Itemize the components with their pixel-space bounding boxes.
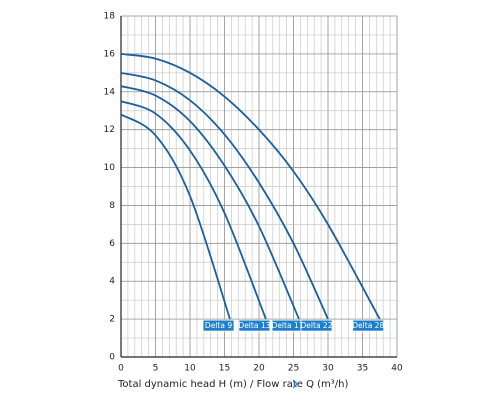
- series-label-box: [300, 319, 333, 332]
- curve: [120, 113, 231, 320]
- curve: [120, 100, 267, 320]
- series-label: Delta 28: [352, 321, 384, 330]
- series-label-box: [202, 319, 235, 332]
- x-tick-label: 35: [357, 364, 368, 374]
- y-tick-label: 12: [104, 125, 115, 135]
- y-tick-label: 14: [104, 87, 116, 97]
- chevron-icon: [292, 379, 298, 389]
- series-label: Delta 22: [301, 321, 333, 330]
- curve: [120, 85, 300, 320]
- series-label: Delta 9: [205, 321, 232, 330]
- x-tick-label: 0: [118, 364, 124, 374]
- curve: [120, 71, 329, 320]
- x-tick-label: 20: [253, 364, 265, 374]
- y-tick-label: 0: [109, 353, 115, 363]
- y-tick-label: 16: [104, 49, 116, 59]
- x-tick-label: 15: [219, 364, 230, 374]
- y-tick-label: 4: [109, 277, 115, 287]
- y-tick-label: 10: [104, 163, 116, 173]
- series-label-box: [352, 319, 385, 332]
- y-tick-label: 8: [109, 201, 115, 211]
- x-tick-label: 5: [153, 364, 159, 374]
- y-tick-label: 2: [109, 315, 115, 325]
- x-axis-label: Total dynamic head H (m) / Flow rate Q (…: [117, 379, 348, 390]
- series-label-box: [238, 319, 271, 332]
- x-tick-label: 25: [288, 364, 299, 374]
- series-label: Delta 17: [272, 321, 304, 330]
- y-tick-label: 6: [109, 239, 115, 249]
- curve: [120, 52, 381, 320]
- series-label: Delta 13: [238, 321, 270, 330]
- y-tick-label: 18: [104, 12, 116, 22]
- x-tick-label: 30: [322, 364, 334, 374]
- x-tick-label: 40: [391, 364, 403, 374]
- x-tick-label: 10: [184, 364, 196, 374]
